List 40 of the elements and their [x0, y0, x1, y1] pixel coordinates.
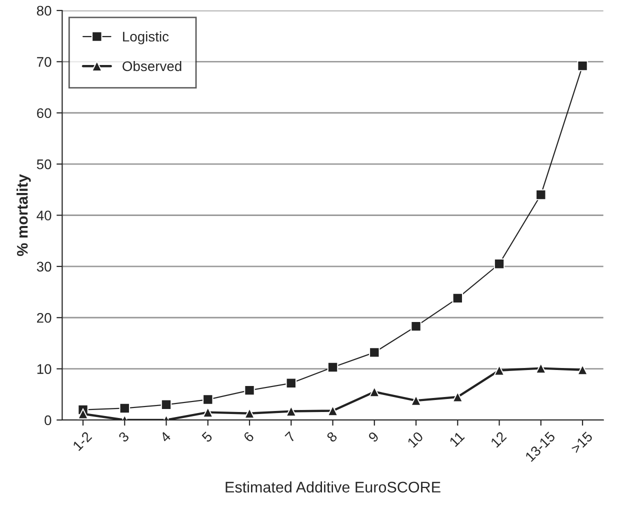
- x-tick-label: 8: [326, 431, 338, 443]
- point: [119, 402, 130, 414]
- point: [452, 292, 464, 304]
- y-tick-label: 20: [37, 312, 52, 323]
- x-tick-label: 6: [242, 431, 254, 443]
- y-tick-label: 80: [36, 6, 52, 16]
- x-tick-label: 12: [490, 431, 507, 448]
- y-tick-label: 40: [36, 210, 52, 220]
- point: [286, 378, 297, 389]
- point: [577, 60, 588, 72]
- point: [327, 362, 338, 373]
- point: [160, 399, 172, 410]
- x-tick-label: 3: [118, 431, 130, 443]
- x-axis-title: Estimated Additive EuroSCORE: [226, 481, 440, 493]
- x-tick-label: 1-2: [72, 431, 92, 451]
- x-tick-label: >15: [570, 431, 594, 454]
- point: [202, 394, 214, 405]
- x-tick-label: 11: [449, 431, 465, 447]
- y-tick-label: 30: [36, 262, 52, 272]
- legend-label: Observed: [122, 60, 182, 72]
- x-tick-label: 10: [406, 431, 424, 448]
- point: [78, 408, 88, 420]
- y-tick-label: 50: [36, 159, 52, 170]
- point: [494, 258, 505, 270]
- point: [410, 320, 422, 332]
- point: [410, 395, 422, 406]
- legend-label: Logistic: [123, 31, 169, 44]
- y-tick-label: 60: [37, 108, 52, 118]
- point: [244, 384, 255, 396]
- point: [369, 347, 380, 358]
- y-tick-label: 0: [44, 415, 52, 426]
- y-tick-label: 10: [37, 364, 52, 374]
- point: [452, 392, 464, 402]
- y-tick-label: 70: [37, 57, 52, 67]
- y-axis-title: % mortality: [16, 174, 31, 256]
- point: [536, 189, 546, 200]
- x-tick-label: 7: [284, 431, 296, 442]
- x-tick-label: 5: [201, 431, 213, 443]
- x-tick-label: 4: [160, 431, 172, 443]
- x-tick-label: 9: [368, 431, 380, 443]
